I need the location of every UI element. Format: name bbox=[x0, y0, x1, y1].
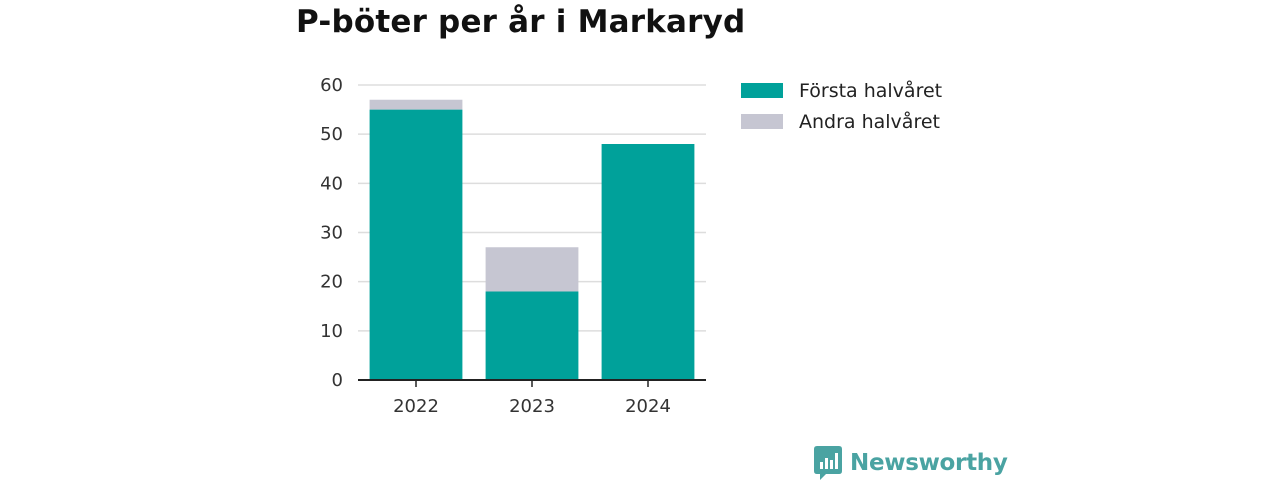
x-tick-label: 2022 bbox=[393, 396, 439, 417]
legend-swatch-andra bbox=[741, 114, 783, 129]
legend-label-andra: Andra halvåret bbox=[799, 110, 940, 133]
y-tick-label: 60 bbox=[320, 75, 343, 96]
newsworthy-logo-icon bbox=[814, 446, 842, 480]
y-tick-label: 50 bbox=[320, 124, 343, 145]
legend-label-forsta: Första halvåret bbox=[799, 79, 943, 102]
bar-2023-series-0 bbox=[485, 291, 579, 380]
legend-swatch-forsta bbox=[741, 83, 783, 98]
bar-2022-series-0 bbox=[369, 109, 463, 380]
bar-2023-series-1 bbox=[485, 247, 579, 292]
legend-item-andra: Andra halvåret bbox=[741, 106, 942, 137]
x-tick-label: 2023 bbox=[509, 396, 555, 417]
brand-logo: Newsworthy bbox=[814, 446, 1008, 480]
x-axis-ticks: 2022 2023 2024 bbox=[393, 380, 671, 417]
bars bbox=[369, 99, 695, 380]
y-tick-label: 30 bbox=[320, 223, 343, 244]
y-tick-label: 0 bbox=[332, 370, 343, 391]
legend-item-forsta: Första halvåret bbox=[741, 75, 942, 106]
y-tick-label: 20 bbox=[320, 272, 343, 293]
y-tick-label: 10 bbox=[320, 321, 343, 342]
bar-2022-series-1 bbox=[369, 99, 463, 110]
bar-2024-series-0 bbox=[601, 144, 695, 380]
legend: Första halvåret Andra halvåret bbox=[741, 75, 942, 137]
x-tick-label: 2024 bbox=[625, 396, 671, 417]
y-tick-label: 40 bbox=[320, 173, 343, 194]
brand-name: Newsworthy bbox=[850, 450, 1008, 476]
y-axis-ticks: 0 10 20 30 40 50 60 bbox=[320, 75, 343, 391]
chart-title: P-böter per år i Markaryd bbox=[296, 4, 746, 40]
